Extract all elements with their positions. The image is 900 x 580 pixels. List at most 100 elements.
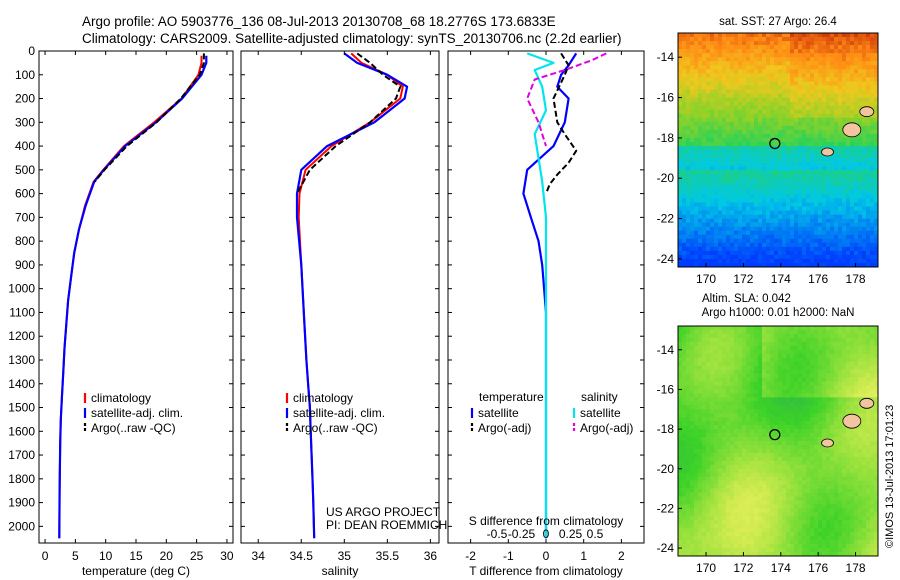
map-cell [702,254,707,260]
map-cell [694,154,699,159]
map-cell [794,433,799,438]
map-cell [718,258,723,264]
map-cell [706,452,711,458]
map-cell [738,357,743,362]
map-cell [742,41,747,46]
map-cell [758,444,763,450]
map-cell [790,37,795,42]
map-cell [734,452,739,458]
map-cell [810,405,815,410]
map-cell [822,61,827,66]
map-cell [866,166,871,171]
map-cell [722,389,727,394]
map-cell [810,109,815,114]
map-cell [850,178,855,183]
map-cell [794,97,799,102]
map-cell [682,385,687,390]
map-cell [730,393,735,398]
map-cell [866,186,871,191]
map-cell [826,77,831,82]
map-cell [778,238,783,244]
map-cell [858,326,863,331]
map-cell [718,129,723,135]
map-cell [682,89,687,94]
map-cell [686,109,691,114]
map-cell [730,93,735,98]
map-cell [842,150,847,155]
map-cell [702,41,707,46]
map-cell [726,452,731,458]
map-cell [818,409,823,414]
map-cell [838,326,843,331]
map-cell [834,242,839,248]
map-cell [814,206,819,211]
map-cell [802,437,807,442]
map-cell [846,186,851,191]
map-cell [730,125,735,131]
map-cell [846,57,851,62]
map-cell [870,178,875,183]
map-cell [842,73,847,78]
map-cell [722,33,727,38]
map-cell [686,444,691,450]
map-cell [770,85,775,90]
map-cell [830,214,835,219]
map-cell [774,85,779,90]
map-cell [830,129,835,135]
map-cell [830,238,835,244]
map-cell [754,57,759,62]
map-cell [686,341,691,347]
map-cell [706,337,711,343]
map-cell [714,230,719,236]
map-cell [854,154,859,159]
map-cell [802,409,807,414]
map-cell [694,97,699,102]
map-cell [706,154,711,159]
map-cell [758,49,763,54]
map-cell [870,393,875,398]
map-cell [686,349,691,355]
map-cell [702,345,707,351]
map-cell [762,218,767,223]
map-cell [782,337,787,343]
map-cell [834,381,839,386]
map-cell [702,329,707,335]
map-cell [678,401,683,406]
map-cell [762,37,767,42]
map-cell [798,333,803,339]
map-cell [806,57,811,62]
map-cell [722,405,727,410]
map-cell [766,441,771,446]
map-cell [702,393,707,398]
map-cell [726,421,731,426]
map-cell [718,113,723,119]
map-cell [726,97,731,102]
map-cell [810,222,815,227]
map-cell [730,45,735,50]
map-cell [770,329,775,335]
map-cell [754,97,759,102]
map-cell [814,460,819,466]
map-cell [766,129,771,135]
map-cell [790,401,795,406]
map-cell [790,464,795,470]
map-cell [842,37,847,42]
map-cell [774,49,779,54]
map-cell [766,353,771,359]
map-cell [746,202,751,207]
map-cell [818,133,823,139]
map-cell [818,113,823,119]
map-cell [754,218,759,223]
map-cell [778,333,783,339]
map-cell [698,369,703,374]
map-cell [782,202,787,207]
map-cell [850,61,855,66]
map-cell [842,166,847,171]
map-cell [822,105,827,110]
map-cell [702,333,707,339]
map-cell [790,373,795,378]
map-cell [830,166,835,171]
map-cell [690,464,695,470]
map-cell [858,158,863,163]
